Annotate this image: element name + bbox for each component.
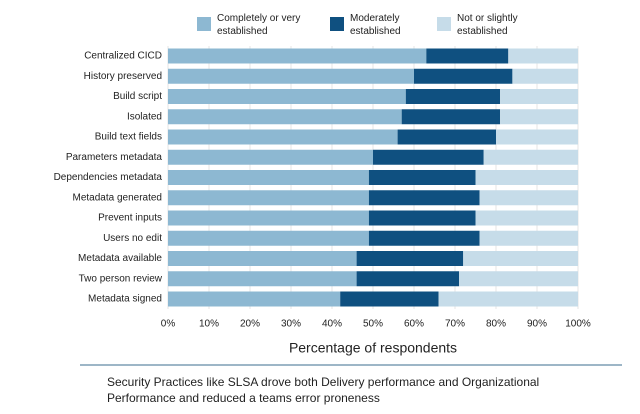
bar-segment — [368, 170, 476, 185]
bar-segment — [463, 251, 578, 266]
bar-segment — [397, 129, 496, 145]
legend-label: Moderately established — [350, 13, 401, 37]
bar-segment — [168, 89, 406, 104]
y-tick-label: Metadata generated — [72, 192, 162, 203]
bar-segment — [405, 89, 501, 104]
bar-segment — [168, 210, 369, 226]
bar-segment — [168, 170, 369, 185]
x-tick-label: 70% — [445, 319, 465, 330]
bar-segment — [508, 48, 578, 64]
bar-segment — [475, 170, 578, 185]
bar-segment — [168, 68, 414, 84]
bar-segment — [426, 48, 509, 64]
x-tick-label: 50% — [363, 319, 383, 330]
bar-segment — [356, 251, 464, 266]
y-tick-label: Prevent inputs — [98, 213, 162, 224]
bar-segment — [168, 230, 369, 246]
y-tick-label: Metadata signed — [88, 294, 162, 305]
bar-segment — [168, 251, 357, 266]
bar-segment — [475, 210, 578, 226]
legend-swatch — [197, 17, 211, 31]
x-axis-label: Percentage of respondents — [289, 340, 457, 356]
bar-segment — [168, 129, 398, 145]
x-tick-label: 30% — [281, 319, 301, 330]
x-tick-label: 60% — [404, 319, 424, 330]
x-tick-label: 40% — [322, 319, 342, 330]
bar-segment — [483, 149, 578, 165]
y-tick-label: Two person review — [79, 273, 163, 284]
y-tick-label: Metadata available — [78, 253, 162, 264]
bar-segment — [500, 109, 578, 125]
x-tick-label: 80% — [486, 319, 506, 330]
x-tick-label: 0% — [161, 319, 176, 330]
bar-segment — [512, 68, 578, 84]
y-tick-label: Build text fields — [95, 132, 162, 143]
bar-segment — [168, 109, 402, 125]
x-tick-label: 100% — [565, 319, 591, 330]
bar-segment — [479, 230, 578, 246]
x-tick-label: 20% — [240, 319, 260, 330]
y-tick-label: Parameters metadata — [66, 152, 163, 163]
caption: Security Practices like SLSA drove both … — [107, 375, 540, 405]
legend-label: Not or slightly established — [457, 13, 518, 37]
y-tick-label: Dependencies metadata — [54, 172, 163, 183]
bar-segment — [401, 109, 501, 125]
bar-segment — [368, 210, 476, 226]
bar-segment — [168, 291, 341, 307]
y-tick-label: Build script — [113, 91, 162, 102]
y-tick-label: Isolated — [127, 111, 162, 122]
y-tick-label: History preserved — [84, 71, 162, 82]
bar-segment — [479, 190, 578, 206]
y-tick-label: Users no edit — [103, 233, 162, 244]
y-tick-label: Centralized CICD — [84, 51, 162, 62]
bar-segment — [168, 149, 373, 165]
bar-segment — [168, 190, 369, 206]
bar-segment — [414, 68, 513, 84]
bar-segment — [368, 190, 480, 206]
bar-segment — [373, 149, 484, 165]
legend-swatch — [437, 17, 451, 31]
bar-segment — [496, 129, 578, 145]
bar-segment — [368, 230, 480, 246]
bar-segment — [340, 291, 439, 307]
bar-segment — [168, 271, 357, 287]
x-tick-label: 10% — [199, 319, 219, 330]
bar-segment — [459, 271, 578, 287]
x-tick-label: 90% — [527, 319, 547, 330]
bar-segment — [168, 48, 427, 64]
bar-segment — [356, 271, 460, 287]
legend-swatch — [330, 17, 344, 31]
legend-label: Completely or very established — [217, 13, 301, 37]
bar-segment — [438, 291, 578, 307]
bar-segment — [500, 89, 578, 104]
